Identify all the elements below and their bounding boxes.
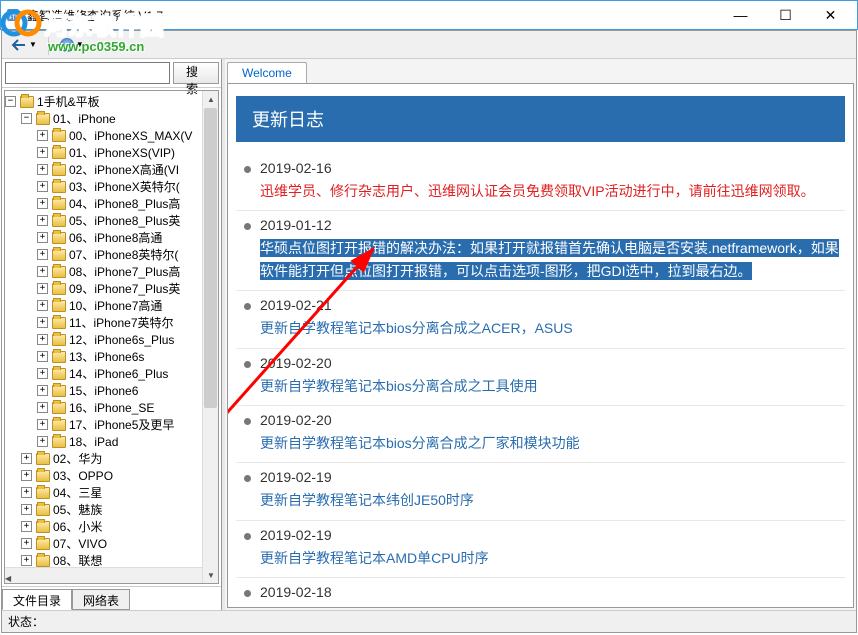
log-text[interactable]: 更新自学教程笔记本苹果A1418时序 — [260, 604, 845, 608]
tree-item[interactable]: +06、小米 — [5, 518, 218, 535]
tree-item[interactable]: +01、iPhoneXS(VIP) — [5, 144, 218, 161]
chevron-down-icon: ▼ — [29, 40, 37, 49]
tree-item[interactable]: +10、iPhone7高通 — [5, 297, 218, 314]
left-panel: 搜 索 −1手机&平板−01、iPhone+00、iPhoneXS_MAX(V+… — [2, 59, 222, 610]
vertical-scrollbar[interactable]: ▲ ▼ — [202, 91, 218, 583]
log-text: 迅维学员、修行杂志用户、迅维网认证会员免费领取VIP活动进行中，请前往迅维网领取… — [260, 180, 845, 202]
tab-welcome[interactable]: Welcome — [227, 62, 307, 83]
tree-item[interactable]: +13、iPhone6s — [5, 348, 218, 365]
tree-item[interactable]: +04、三星 — [5, 484, 218, 501]
tab-file-directory[interactable]: 文件目录 — [2, 589, 72, 610]
changelog-item: 2019-02-20 更新自学教程笔记本bios分离合成之工具使用 — [236, 349, 845, 406]
tree-root[interactable]: −1手机&平板 — [5, 93, 218, 110]
tree-item[interactable]: +02、iPhoneX高通(VI — [5, 161, 218, 178]
log-text[interactable]: 更新自学教程笔记本bios分离合成之厂家和模块功能 — [260, 432, 845, 454]
tree-item[interactable]: +07、iPhone8英特尔( — [5, 246, 218, 263]
tree-item[interactable]: +09、iPhone7_Plus英 — [5, 280, 218, 297]
log-date: 2019-02-16 — [260, 160, 845, 176]
tree-item[interactable]: +14、iPhone6_Plus — [5, 365, 218, 382]
tree-item[interactable]: +16、iPhone_SE — [5, 399, 218, 416]
toolbar-separator — [48, 35, 49, 55]
section-title: 更新日志 — [236, 96, 845, 142]
left-bottom-tabs: 文件目录 网络表 — [2, 586, 221, 610]
back-dropdown[interactable]: ▼ — [6, 35, 42, 55]
tree-item[interactable]: +05、iPhone8_Plus英 — [5, 212, 218, 229]
tree-item[interactable]: +02、华为 — [5, 450, 218, 467]
tree-item[interactable]: +17、iPhone5及更早 — [5, 416, 218, 433]
changelog-item: 2019-02-18 更新自学教程笔记本苹果A1418时序 — [236, 578, 845, 608]
tree-item[interactable]: +03、OPPO — [5, 467, 218, 484]
search-input[interactable] — [5, 62, 170, 84]
main-toolbar: ▼ ▼ — [2, 31, 856, 59]
tree-item[interactable]: +05、魅族 — [5, 501, 218, 518]
tree-item[interactable]: +18、iPad — [5, 433, 218, 450]
status-bar: 状态： — [2, 610, 856, 632]
changelog-item: 2019-02-20 更新自学教程笔记本bios分离合成之厂家和模块功能 — [236, 406, 845, 463]
app-icon: 讯 — [5, 7, 21, 23]
changelog-item: 2019-02-19 更新自学教程笔记本AMD单CPU时序 — [236, 521, 845, 578]
maximize-button[interactable]: ☐ — [763, 1, 808, 29]
tree-item[interactable]: +04、iPhone8_Plus高 — [5, 195, 218, 212]
log-date: 2019-02-19 — [260, 527, 845, 543]
changelog-item: 2019-02-19 更新自学教程笔记本纬创JE50时序 — [236, 463, 845, 520]
tree-item[interactable]: +06、iPhone8高通 — [5, 229, 218, 246]
log-text[interactable]: 更新自学教程笔记本bios分离合成之ACER，ASUS — [260, 317, 845, 339]
close-button[interactable]: ✕ — [808, 1, 853, 29]
tree-folder-iphone[interactable]: −01、iPhone — [5, 110, 218, 127]
changelog-item: 2019-02-16 迅维学员、修行杂志用户、迅维网认证会员免费领取VIP活动进行… — [236, 154, 845, 211]
log-text: 华硕点位图打开报错的解决办法：如果打开就报错首先确认电脑是否安装.netfram… — [260, 237, 845, 282]
minimize-button[interactable]: — — [718, 1, 763, 29]
tree-view[interactable]: −1手机&平板−01、iPhone+00、iPhoneXS_MAX(V+01、i… — [4, 90, 219, 584]
tree-item[interactable]: +03、iPhoneX英特尔( — [5, 178, 218, 195]
window-title: 鑫智造维修查询系统 V1.7 — [27, 7, 718, 24]
log-date: 2019-02-18 — [260, 584, 845, 600]
window-titlebar: 讯 鑫智造维修查询系统 V1.7 — ☐ ✕ — [0, 0, 858, 30]
tab-network-table[interactable]: 网络表 — [72, 589, 130, 610]
tree-item[interactable]: +08、iPhone7_Plus高 — [5, 263, 218, 280]
log-text[interactable]: 更新自学教程笔记本纬创JE50时序 — [260, 489, 845, 511]
log-text[interactable]: 更新自学教程笔记本bios分离合成之工具使用 — [260, 375, 845, 397]
tree-item[interactable]: +11、iPhone7英特尔 — [5, 314, 218, 331]
tree-item[interactable]: +12、iPhone6s_Plus — [5, 331, 218, 348]
right-panel: Welcome 更新日志 2019-02-16 迅维学员、修行杂志用户、迅维网认证… — [225, 59, 856, 610]
log-text[interactable]: 更新自学教程笔记本AMD单CPU时序 — [260, 547, 845, 569]
horizontal-scrollbar[interactable]: ◀ — [5, 567, 202, 583]
search-button[interactable]: 搜 索 — [173, 62, 219, 84]
document-area[interactable]: 更新日志 2019-02-16 迅维学员、修行杂志用户、迅维网认证会员免费领取VI… — [227, 83, 854, 608]
log-date: 2019-01-12 — [260, 217, 845, 233]
tree-item[interactable]: +00、iPhoneXS_MAX(V — [5, 127, 218, 144]
globe-icon — [60, 38, 74, 52]
log-date: 2019-02-19 — [260, 469, 845, 485]
chevron-down-icon: ▼ — [76, 40, 84, 49]
log-date: 2019-02-21 — [260, 297, 845, 313]
changelog-item: 2019-02-21 更新自学教程笔记本bios分离合成之ACER，ASUS — [236, 291, 845, 348]
log-date: 2019-02-20 — [260, 412, 845, 428]
language-dropdown[interactable]: ▼ — [55, 35, 89, 55]
tree-item[interactable]: +07、VIVO — [5, 535, 218, 552]
svg-text:讯: 讯 — [8, 10, 18, 22]
changelog-item: 2019-01-12 华硕点位图打开报错的解决办法：如果打开就报错首先确认电脑是否… — [236, 211, 845, 291]
tree-item[interactable]: +15、iPhone6 — [5, 382, 218, 399]
status-label: 状态： — [8, 613, 44, 630]
log-date: 2019-02-20 — [260, 355, 845, 371]
